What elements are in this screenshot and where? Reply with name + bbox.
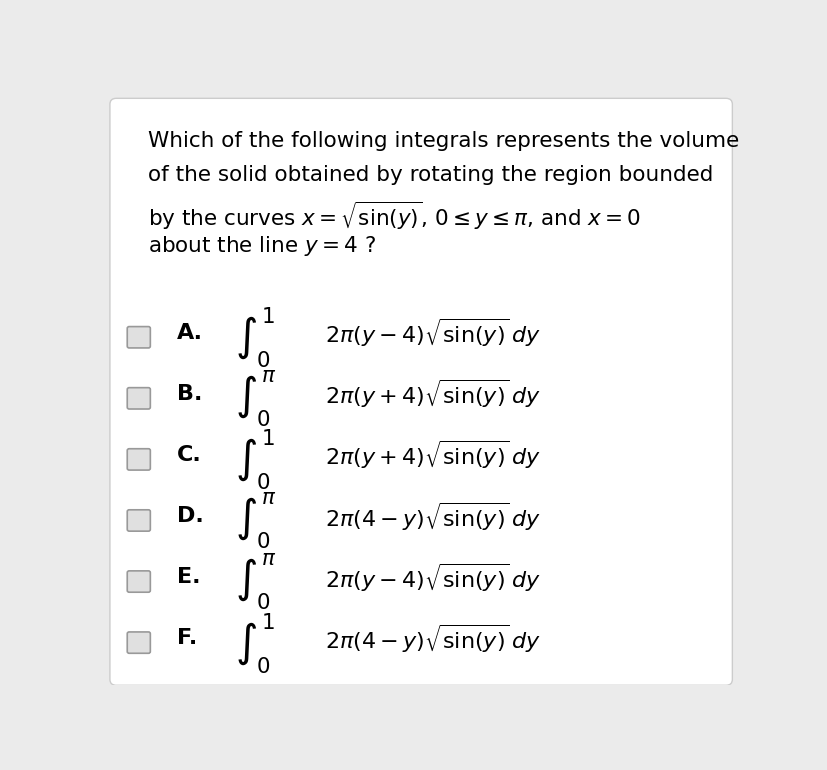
Text: $2\pi(y - 4)\sqrt{\sin(y)}\, dy$: $2\pi(y - 4)\sqrt{\sin(y)}\, dy$ bbox=[324, 561, 540, 594]
Text: $\int_{0}^{\pi}$: $\int_{0}^{\pi}$ bbox=[235, 552, 276, 612]
Text: B.: B. bbox=[177, 384, 203, 404]
FancyBboxPatch shape bbox=[127, 510, 151, 531]
Text: $\int_{0}^{1}$: $\int_{0}^{1}$ bbox=[235, 306, 275, 370]
Text: E.: E. bbox=[177, 567, 201, 588]
Text: $2\pi(4 - y)\sqrt{\sin(y)}\, dy$: $2\pi(4 - y)\sqrt{\sin(y)}\, dy$ bbox=[324, 500, 540, 533]
Text: about the line $y = 4$ ?: about the line $y = 4$ ? bbox=[148, 234, 376, 258]
Text: of the solid obtained by rotating the region bounded: of the solid obtained by rotating the re… bbox=[148, 166, 713, 186]
Text: $2\pi(y + 4)\sqrt{\sin(y)}\, dy$: $2\pi(y + 4)\sqrt{\sin(y)}\, dy$ bbox=[324, 378, 540, 410]
Text: C.: C. bbox=[177, 445, 202, 465]
Text: $2\pi(4 - y)\sqrt{\sin(y)}\, dy$: $2\pi(4 - y)\sqrt{\sin(y)}\, dy$ bbox=[324, 622, 540, 654]
Text: A.: A. bbox=[177, 323, 203, 343]
Text: D.: D. bbox=[177, 507, 203, 527]
FancyBboxPatch shape bbox=[127, 571, 151, 592]
Text: F.: F. bbox=[177, 628, 198, 648]
Text: $\int_{0}^{1}$: $\int_{0}^{1}$ bbox=[235, 427, 275, 492]
FancyBboxPatch shape bbox=[127, 449, 151, 470]
Text: $2\pi(y - 4)\sqrt{\sin(y)}\, dy$: $2\pi(y - 4)\sqrt{\sin(y)}\, dy$ bbox=[324, 317, 540, 350]
Text: $\int_{0}^{1}$: $\int_{0}^{1}$ bbox=[235, 611, 275, 675]
FancyBboxPatch shape bbox=[127, 326, 151, 348]
FancyBboxPatch shape bbox=[127, 632, 151, 653]
FancyBboxPatch shape bbox=[127, 387, 151, 409]
Text: $2\pi(y + 4)\sqrt{\sin(y)}\, dy$: $2\pi(y + 4)\sqrt{\sin(y)}\, dy$ bbox=[324, 439, 540, 471]
Text: $\int_{0}^{\pi}$: $\int_{0}^{\pi}$ bbox=[235, 490, 276, 551]
Text: $\int_{0}^{\pi}$: $\int_{0}^{\pi}$ bbox=[235, 369, 276, 429]
FancyBboxPatch shape bbox=[110, 99, 731, 685]
Text: Which of the following integrals represents the volume: Which of the following integrals represe… bbox=[148, 131, 739, 151]
Text: by the curves $x = \sqrt{\sin(y)}$, $0 \leq y \leq \pi$, and $x = 0$: by the curves $x = \sqrt{\sin(y)}$, $0 \… bbox=[148, 199, 641, 232]
